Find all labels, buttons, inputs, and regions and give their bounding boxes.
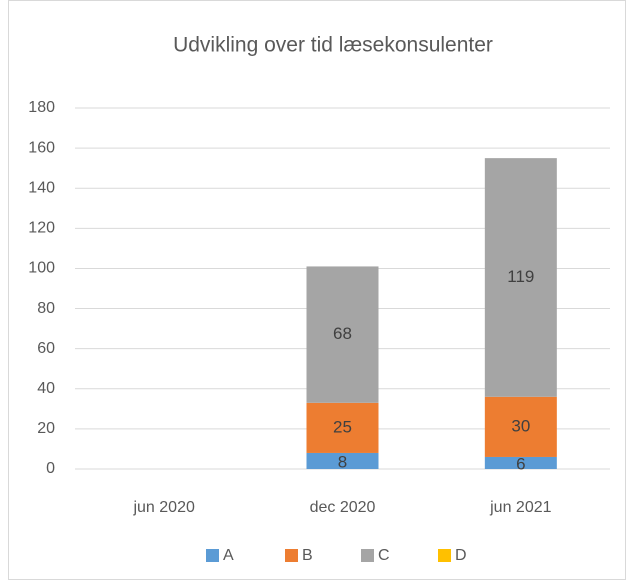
x-tick-label: jun 2020 bbox=[132, 499, 194, 516]
legend-swatch bbox=[361, 549, 374, 562]
bar-segment bbox=[484, 158, 557, 397]
y-tick-label: 20 bbox=[37, 420, 55, 437]
y-tick-label: 160 bbox=[28, 139, 55, 156]
legend-label: B bbox=[302, 547, 313, 564]
chart-title: Udvikling over tid læsekonsulenter bbox=[173, 34, 493, 57]
y-tick-label: 180 bbox=[28, 99, 55, 116]
y-tick-label: 120 bbox=[28, 220, 55, 237]
data-label: 119 bbox=[507, 267, 534, 286]
y-tick-label: 60 bbox=[37, 340, 55, 357]
x-tick-label: jun 2021 bbox=[489, 499, 551, 516]
y-tick-label: 140 bbox=[28, 179, 55, 196]
legend-label: D bbox=[455, 547, 467, 564]
legend-label: C bbox=[378, 547, 390, 564]
legend-swatch bbox=[438, 549, 451, 562]
legend-swatch bbox=[206, 549, 219, 562]
legend-swatch bbox=[285, 549, 298, 562]
data-label: 25 bbox=[333, 417, 352, 436]
y-tick-label: 40 bbox=[37, 380, 55, 397]
bar-segment bbox=[484, 456, 557, 469]
bar-segment bbox=[306, 402, 379, 453]
data-label: 68 bbox=[333, 324, 352, 343]
y-tick-label: 100 bbox=[28, 260, 55, 277]
x-tick-label: dec 2020 bbox=[310, 499, 376, 516]
data-label: 8 bbox=[338, 452, 347, 471]
data-label: 6 bbox=[516, 454, 525, 473]
bar-segment bbox=[306, 266, 379, 403]
y-tick-label: 0 bbox=[46, 460, 55, 477]
legend-label: A bbox=[223, 547, 234, 564]
y-tick-label: 80 bbox=[37, 300, 55, 317]
data-label: 30 bbox=[511, 416, 530, 435]
bar-segment bbox=[484, 396, 557, 457]
bar-segment bbox=[306, 452, 379, 469]
